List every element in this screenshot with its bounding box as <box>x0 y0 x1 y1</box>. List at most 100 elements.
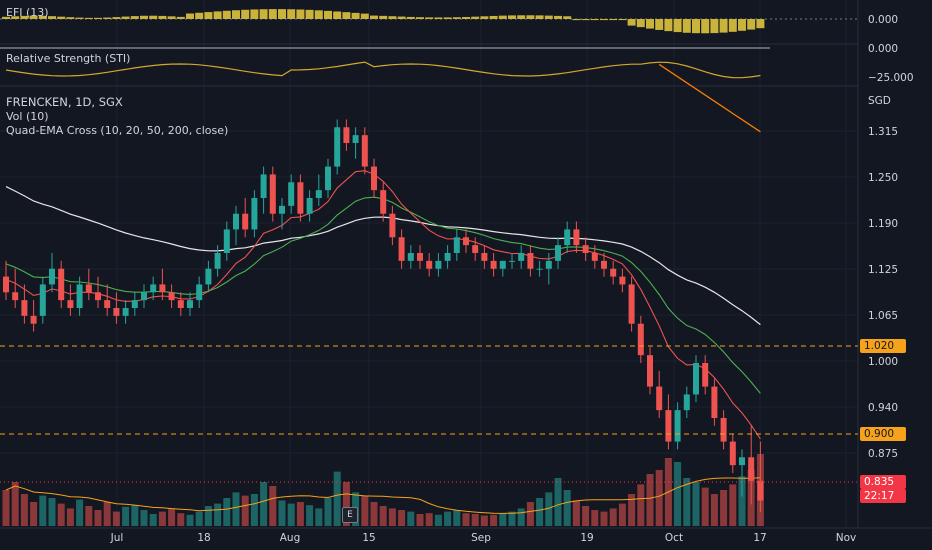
volume-bar <box>582 506 590 526</box>
volume-bar <box>692 482 700 526</box>
sti-legend[interactable]: Relative Strength (STI) <box>6 52 131 65</box>
efi-bar <box>29 15 38 19</box>
candle-body <box>205 268 212 285</box>
candle-body <box>49 268 55 285</box>
candle-body <box>748 457 755 481</box>
time-tick-label: Oct <box>665 532 683 544</box>
volume-bar <box>545 492 553 526</box>
volume-legend[interactable]: Vol (10) <box>6 110 49 123</box>
efi-bar <box>130 16 139 19</box>
price-tick-label: 0.940 <box>868 402 898 414</box>
efi-bar <box>508 15 516 19</box>
efi-bar <box>756 19 765 29</box>
efi-bar <box>158 15 167 19</box>
efi-bar <box>250 9 259 19</box>
efi-bar <box>213 11 222 19</box>
volume-bar <box>269 486 277 526</box>
efi-bar <box>692 19 700 34</box>
efi-bar <box>112 17 121 19</box>
time-tick-label: Jul <box>110 532 124 544</box>
efi-bar <box>66 17 75 19</box>
efi-bar <box>682 19 691 33</box>
volume-bar <box>30 502 38 526</box>
efi-bar <box>278 9 286 19</box>
efi-bar <box>388 16 397 19</box>
efi-bar <box>222 10 231 19</box>
volume-bar <box>618 503 626 526</box>
efi-bar <box>581 19 590 21</box>
candle-body <box>352 135 359 143</box>
volume-bar <box>57 503 65 526</box>
volume-bar <box>729 484 737 526</box>
efi-bar <box>57 16 66 19</box>
candle-body <box>518 253 525 261</box>
candle-body <box>683 394 690 411</box>
efi-bar <box>719 19 728 33</box>
candle-body <box>21 300 28 316</box>
volume-bar <box>462 513 470 526</box>
efi-bar <box>342 12 351 19</box>
level-low-tag[interactable]: 0.900 <box>860 427 906 441</box>
efi-bar <box>351 12 360 19</box>
volume-bar <box>315 508 323 526</box>
volume-bar <box>701 487 709 526</box>
volume-bar <box>499 513 507 526</box>
efi-legend[interactable]: EFI (13) <box>6 6 49 19</box>
volume-bar <box>85 506 93 526</box>
volume-bar <box>683 478 691 526</box>
volume-bar <box>66 508 74 526</box>
price-axis-ticks[interactable]: 1.315 1.250 1.190 1.125 1.065 1.000 0.940 0.875 <box>868 126 898 460</box>
candle-body <box>113 308 120 316</box>
events-button[interactable]: E <box>342 507 358 523</box>
efi-bar <box>259 9 268 19</box>
candle-body <box>288 182 295 206</box>
candle-body <box>39 284 46 316</box>
time-axis-ticks[interactable]: Jul 18 Aug 15 Sep 19 Oct 17 Nov <box>110 532 857 544</box>
last-price-tag: 0.835 <box>860 475 906 489</box>
candle-body <box>619 276 626 285</box>
volume-bar <box>112 511 120 526</box>
efi-bar <box>406 16 415 19</box>
volume-bar <box>241 495 249 526</box>
efi-axis-label: 0.000 <box>868 14 898 26</box>
ema-legend[interactable]: Quad-EMA Cross (10, 20, 50, 200, close) <box>6 124 229 137</box>
volume-bar <box>572 500 580 526</box>
candlesticks <box>3 119 764 513</box>
candle-body <box>343 127 350 143</box>
candle-body <box>233 213 239 230</box>
efi-bar <box>664 19 673 32</box>
candle-body <box>3 276 9 293</box>
efi-bar <box>195 12 204 19</box>
price-tick-label: 1.315 <box>868 126 898 138</box>
volume-bar <box>232 492 240 526</box>
ema200-line <box>658 63 761 133</box>
time-tick-label: 19 <box>580 532 593 544</box>
candle-body <box>711 386 718 418</box>
candle-body <box>739 457 745 466</box>
volume-bar <box>140 510 148 526</box>
efi-bar <box>738 19 746 31</box>
volume-bar <box>563 490 571 526</box>
volume-bar <box>296 502 304 526</box>
efi-bar <box>103 17 112 19</box>
level-high-tag[interactable]: 1.020 <box>860 339 906 353</box>
efi-bar <box>747 19 756 30</box>
efi-bar <box>20 15 29 19</box>
volume-bar <box>195 511 203 526</box>
volume-bar <box>149 514 157 526</box>
countdown-tag: 22:17 <box>860 489 906 503</box>
candle-body <box>417 253 423 261</box>
efi-bar <box>149 15 158 19</box>
time-tick-label: 18 <box>197 532 210 544</box>
symbol-legend[interactable]: FRENCKEN, 1D, SGX <box>6 95 123 109</box>
efi-bar <box>443 17 452 19</box>
efi-bar <box>287 9 296 19</box>
volume-bar <box>278 500 286 526</box>
efi-bar <box>314 10 323 19</box>
candle-body <box>30 315 37 324</box>
volume-bar <box>103 502 111 526</box>
candle-body <box>260 174 267 198</box>
candle-body <box>610 268 617 277</box>
efi-bar <box>554 15 562 19</box>
